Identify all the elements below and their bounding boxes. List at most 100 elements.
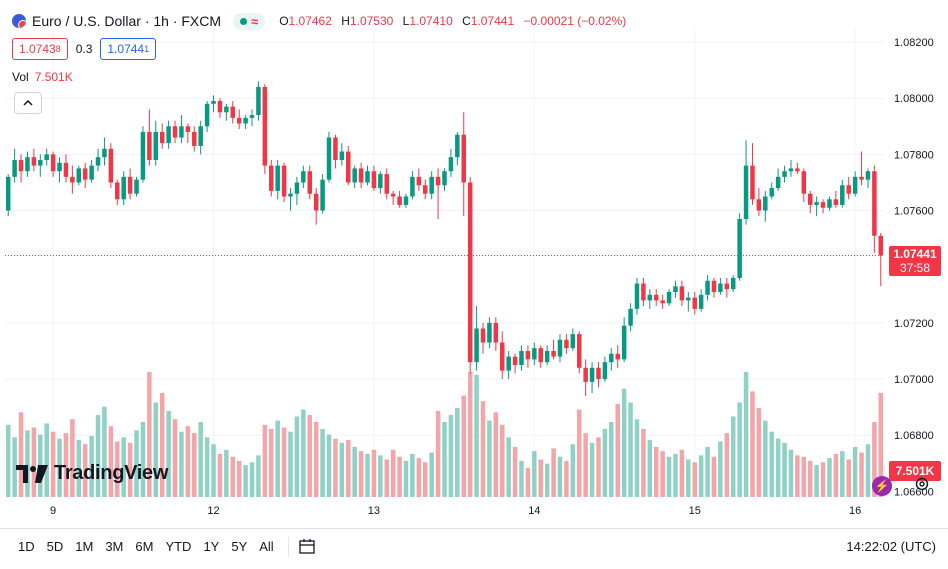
y-tick-label: 1.06800	[894, 430, 934, 442]
candle-body	[115, 182, 120, 200]
candle-body	[679, 286, 685, 301]
candle-body	[5, 176, 11, 211]
candle-body	[365, 171, 370, 183]
buy-button[interactable]: 1.0744 1	[100, 38, 157, 60]
volume-bar	[596, 437, 601, 497]
y-tick-label: 1.08200	[894, 37, 934, 49]
candle-body	[846, 185, 851, 194]
candle-body	[288, 193, 293, 197]
utc-clock[interactable]: 14:22:02 (UTC)	[846, 539, 936, 554]
spread-value: 0.3	[75, 42, 93, 56]
price-axis: 1.08200 1.08000 1.07800 1.07600 1.07200 1.070…	[894, 37, 934, 498]
volume-bar	[230, 456, 236, 497]
candle-body	[878, 235, 884, 256]
candle-body	[435, 176, 441, 186]
bottom-toolbar: 1D 5D 1M 3M 6M YTD 1Y 5Y All 14:22:02 (U…	[0, 528, 948, 564]
calendar-icon[interactable]	[297, 537, 319, 557]
volume-bar	[243, 465, 248, 497]
last-price-tag: 1.07441 37:58	[889, 246, 941, 276]
sell-button[interactable]: 1.0743 8	[12, 38, 68, 60]
volume-bar	[788, 449, 794, 497]
candle-body	[269, 165, 274, 191]
lightning-icon[interactable]: ⚡	[872, 476, 892, 496]
x-tick-label: 15	[689, 505, 701, 517]
volume-bar	[95, 415, 101, 497]
volume-bar	[820, 462, 826, 497]
tradingview-watermark[interactable]: TradingView	[16, 462, 168, 485]
volume-bar	[602, 428, 608, 497]
candle-body	[705, 280, 710, 295]
candle-body	[70, 176, 75, 183]
collapse-legend-button[interactable]	[14, 92, 42, 114]
candle-body	[660, 300, 665, 304]
candle-body	[730, 277, 736, 290]
x-tick-label: 14	[528, 505, 540, 517]
volume-bar	[814, 465, 819, 497]
symbol-title[interactable]: Euro / U.S. Dollar · 1h · FXCM	[32, 13, 222, 29]
volume-bar	[743, 372, 749, 497]
candle-body	[224, 106, 229, 113]
candle-body	[666, 291, 672, 304]
volume-bar	[339, 442, 345, 497]
candle-body	[775, 176, 781, 189]
candle-body	[166, 126, 171, 144]
range-button-1d[interactable]: 1D	[18, 539, 35, 554]
volume-bar	[705, 447, 710, 497]
candle-body	[352, 168, 357, 183]
volume-bar	[365, 453, 370, 497]
range-button-3m[interactable]: 3M	[105, 539, 124, 554]
volume-bar	[352, 447, 357, 497]
volume-bar	[31, 427, 37, 497]
volume-legend[interactable]: Vol 7.501K	[12, 70, 73, 84]
volume-bar	[679, 449, 685, 497]
volume-bar	[57, 438, 62, 497]
candle-body	[833, 199, 839, 205]
candle-body	[249, 115, 255, 118]
volume-bar	[211, 444, 216, 497]
volume-bar	[179, 431, 184, 497]
volume-bar	[63, 433, 69, 497]
candle-body	[859, 176, 864, 180]
volume-bar	[256, 455, 261, 497]
gear-icon[interactable]	[914, 476, 930, 492]
candle-body	[390, 193, 396, 197]
range-button-all[interactable]: All	[259, 539, 274, 554]
volume-bar	[730, 416, 736, 497]
candle-body	[153, 131, 159, 160]
candle-body	[602, 362, 608, 380]
candle-body	[576, 334, 582, 368]
currency-flag-icon	[12, 14, 26, 28]
market-status-pill[interactable]: ≈	[233, 12, 266, 30]
volume-tag: 7.501K	[889, 461, 941, 481]
candle-body	[525, 350, 531, 360]
candle-body	[544, 350, 550, 363]
candle-body	[737, 218, 742, 278]
volume-bar	[846, 459, 851, 497]
y-tick-label: 1.07600	[894, 206, 934, 218]
volume-bar	[140, 422, 146, 497]
candle-body	[134, 179, 139, 194]
candle-body	[198, 126, 203, 146]
volume-bar	[724, 433, 730, 497]
range-button-6m[interactable]: 6M	[135, 539, 154, 554]
candle-body	[564, 339, 569, 349]
buy-price-pip: 1	[144, 44, 150, 54]
range-button-1y[interactable]: 1Y	[203, 539, 220, 554]
candle-body	[621, 325, 627, 360]
volume-bar	[275, 420, 280, 497]
volume-bar	[480, 401, 486, 497]
range-button-ytd[interactable]: YTD	[165, 539, 192, 554]
candle-body	[807, 193, 813, 205]
candle-body	[686, 297, 691, 301]
range-button-5d[interactable]: 5D	[46, 539, 64, 554]
volume-bar	[750, 391, 755, 497]
candle-body	[840, 185, 845, 205]
volume-bar	[159, 392, 165, 497]
range-button-5y[interactable]: 5Y	[231, 539, 248, 554]
range-button-1m[interactable]: 1M	[75, 539, 94, 554]
calendar-glyph	[299, 538, 315, 554]
candle-body	[461, 134, 466, 183]
candle-body	[243, 117, 248, 124]
